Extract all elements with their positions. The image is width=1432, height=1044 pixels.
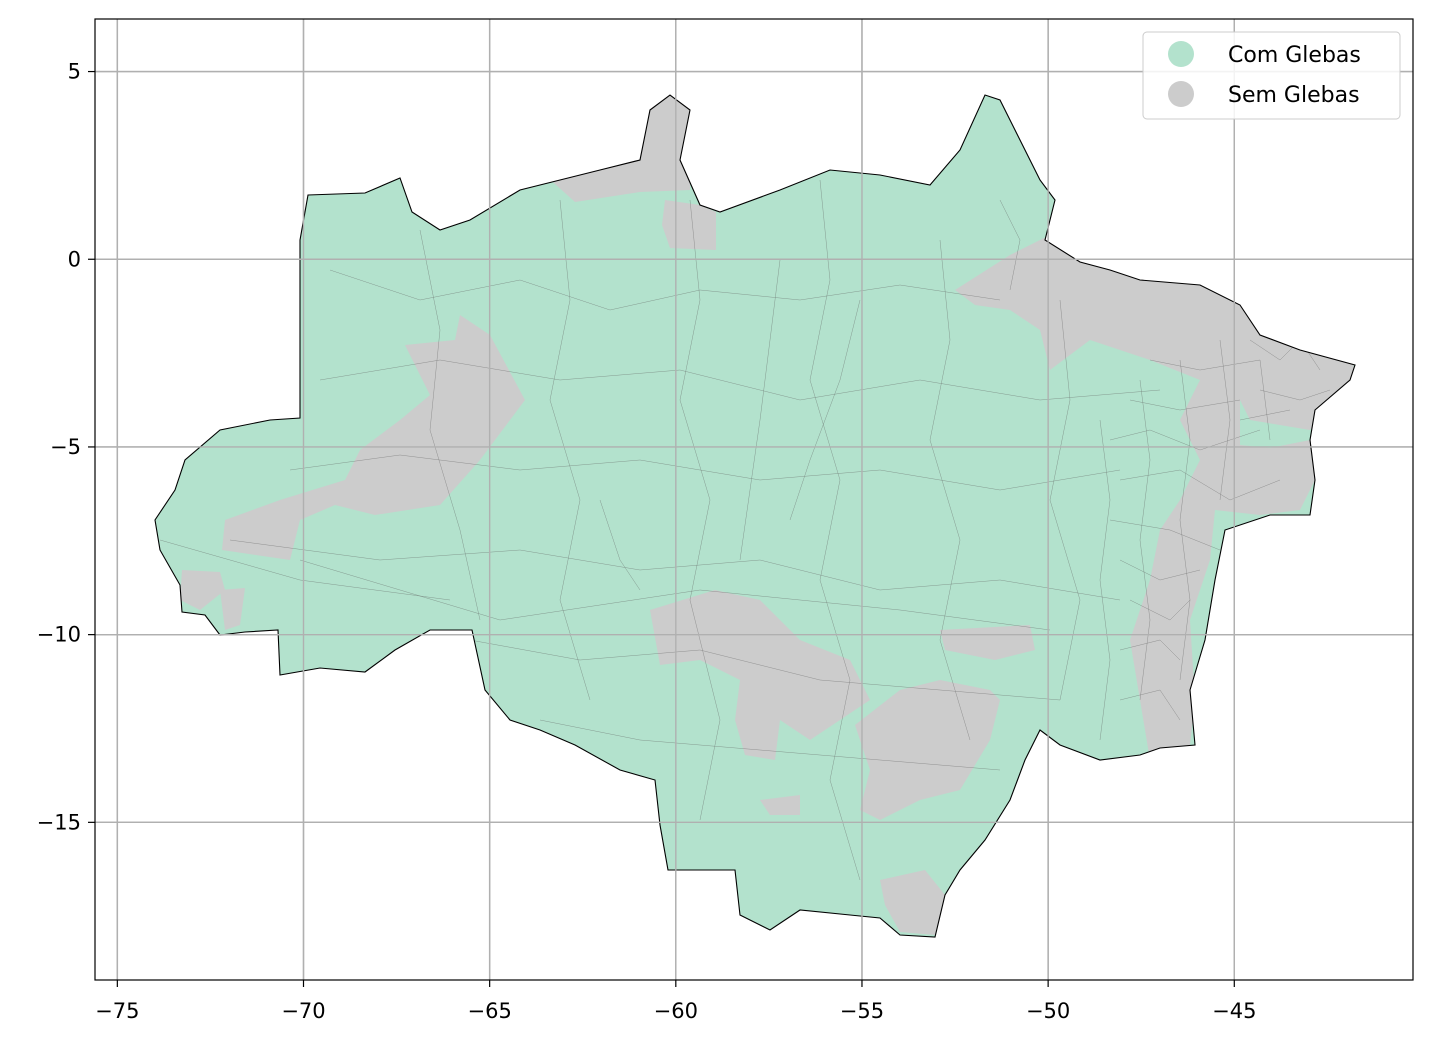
x-tick-label: −75 <box>95 999 139 1023</box>
legend-swatch-sem-glebas <box>1168 81 1194 107</box>
y-tick-label: 5 <box>68 60 81 84</box>
x-tick-label: −65 <box>467 999 511 1023</box>
y-tick-label: −15 <box>37 810 81 834</box>
y-tick-label: −5 <box>50 435 81 459</box>
legend-label-sem-glebas: Sem Glebas <box>1228 83 1360 108</box>
x-tick-label: −55 <box>840 999 884 1023</box>
legend-swatch-com-glebas <box>1168 41 1194 67</box>
x-tick-label: −60 <box>654 999 698 1023</box>
y-tick-label: 0 <box>68 247 81 271</box>
y-tick-label: −10 <box>37 623 81 647</box>
x-tick-label: −45 <box>1212 999 1256 1023</box>
legend: Com Glebas Sem Glebas <box>1143 32 1400 119</box>
x-tick-label: −70 <box>281 999 325 1023</box>
x-tick-label: −50 <box>1026 999 1070 1023</box>
legend-label-com-glebas: Com Glebas <box>1228 43 1361 68</box>
